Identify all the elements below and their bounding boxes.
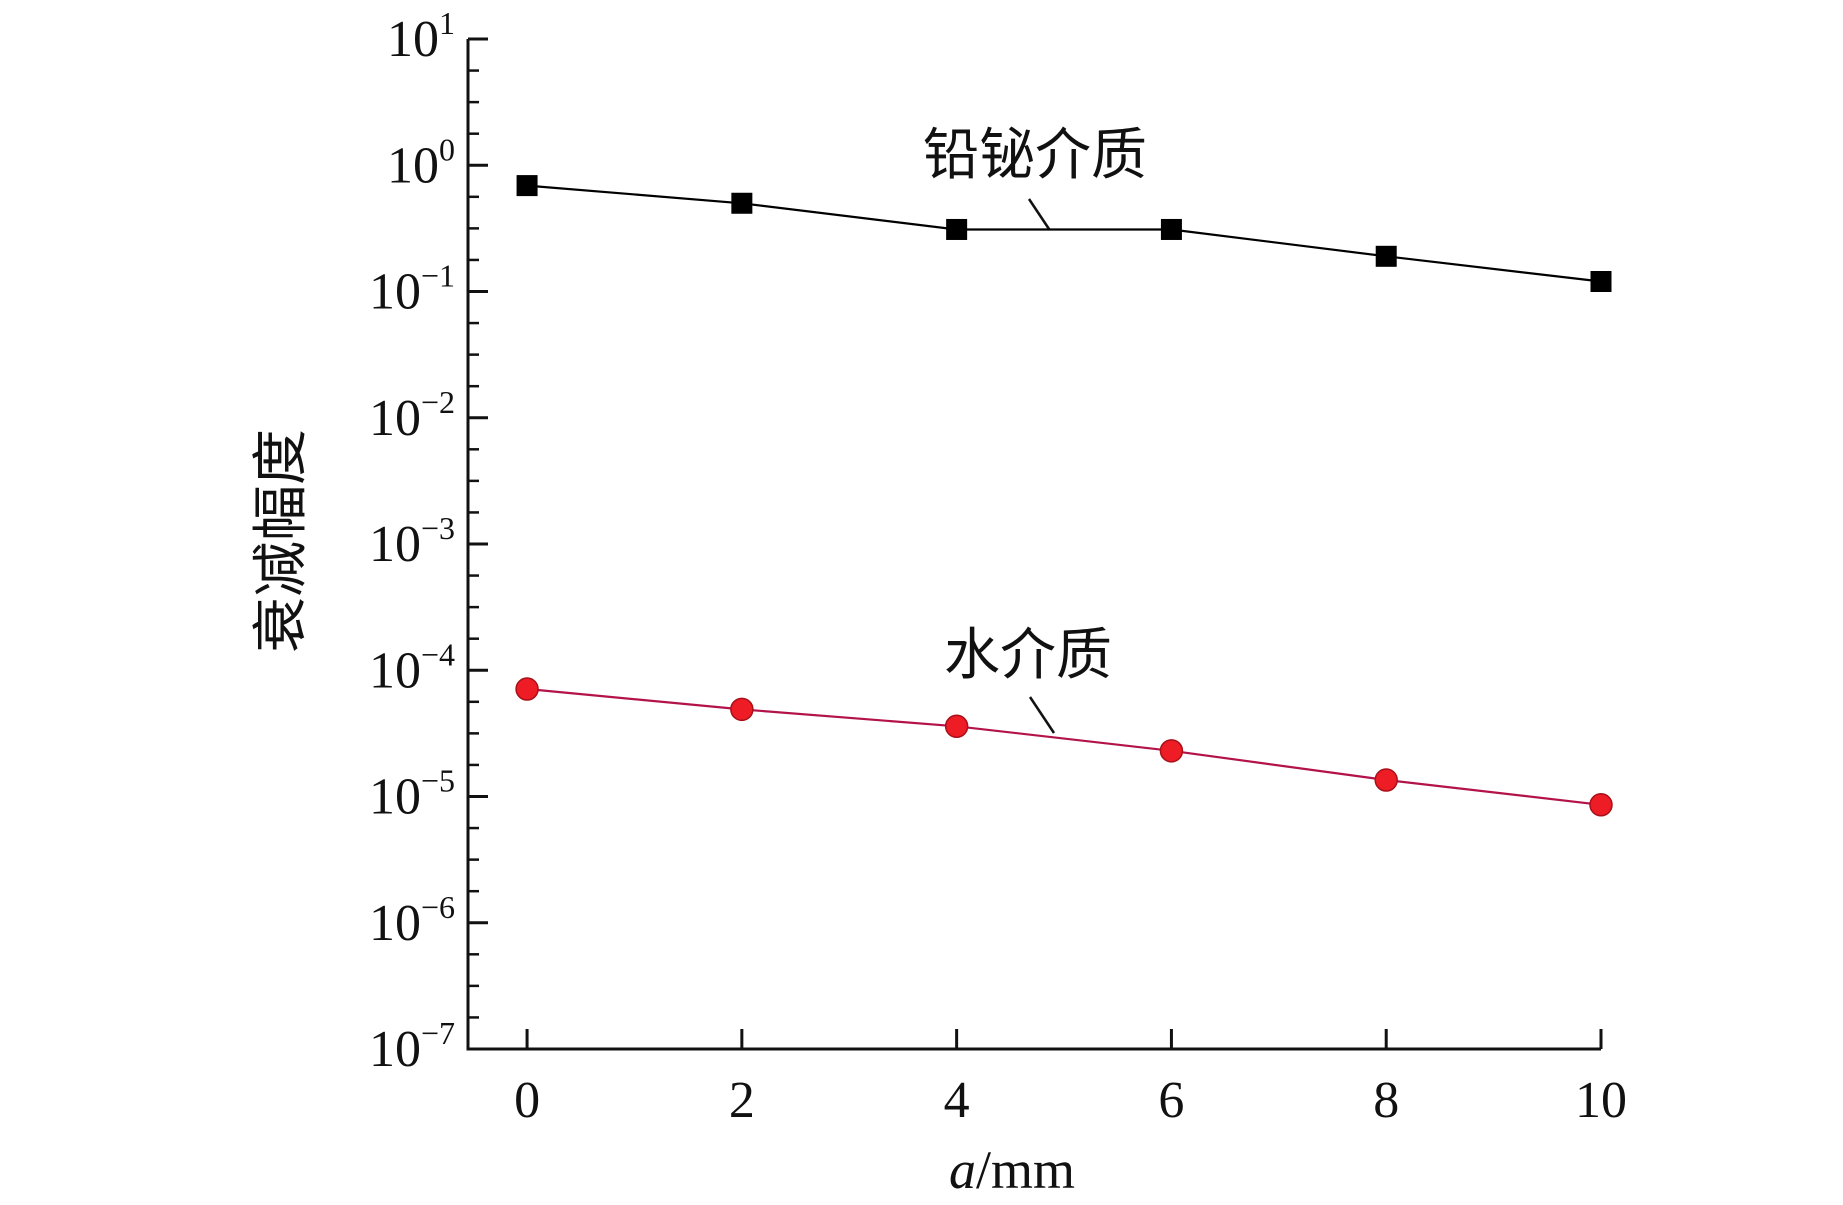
series-point-circle xyxy=(1374,768,1398,792)
y-tick-label-base: 10 xyxy=(369,390,421,447)
y-tick-label: 10−4 xyxy=(369,636,455,699)
x-tick-label: 2 xyxy=(729,1072,755,1129)
y-tick-label-exponent: −5 xyxy=(421,763,455,799)
annotation-water-leader xyxy=(1028,696,1056,734)
series-point-circle xyxy=(1159,739,1184,763)
series-point-square xyxy=(946,218,968,240)
series-point-square xyxy=(1375,245,1397,267)
y-tick-label-exponent: −7 xyxy=(421,1015,455,1051)
x-tick-label: 6 xyxy=(1158,1072,1184,1129)
annotation-water: 水介质 xyxy=(944,623,1112,688)
y-tick-label: 10−1 xyxy=(369,258,455,321)
y-tick-label-base: 10 xyxy=(387,137,439,194)
series-point-circle xyxy=(944,714,969,739)
y-tick-label-exponent: −1 xyxy=(421,258,455,294)
x-axis-unit: /mm xyxy=(976,1140,1075,1200)
y-tick-label-base: 10 xyxy=(387,11,439,68)
y-tick-label-exponent: 0 xyxy=(439,131,455,167)
y-tick-label: 10−2 xyxy=(369,384,455,447)
y-tick-label-exponent: −2 xyxy=(421,384,455,420)
y-tick-label: 10−3 xyxy=(369,510,455,573)
y-tick-label-exponent: −4 xyxy=(421,636,455,672)
x-tick-label: 8 xyxy=(1373,1072,1399,1129)
y-tick-label: 100 xyxy=(387,131,455,194)
y-tick-label-base: 10 xyxy=(369,264,421,321)
x-tick-label: 4 xyxy=(944,1072,970,1129)
y-tick-label: 10−5 xyxy=(369,763,455,826)
annotation-lead-bismuth: 铅铋介质 xyxy=(923,123,1147,188)
annotation-lead-bismuth-leader xyxy=(1027,198,1051,230)
series-line-0 xyxy=(527,184,1602,283)
series-line-1 xyxy=(526,687,1602,806)
y-tick-label: 10−6 xyxy=(369,889,455,952)
y-tick-label-base: 10 xyxy=(369,516,421,573)
y-tick-label-exponent: −3 xyxy=(421,510,455,546)
y-tick-label-base: 10 xyxy=(369,895,421,952)
series-point-circle xyxy=(730,697,754,722)
series-point-square xyxy=(731,192,753,214)
series-point-square xyxy=(1160,218,1182,240)
y-tick-label-base: 10 xyxy=(369,769,421,826)
x-tick-label: 0 xyxy=(514,1072,540,1129)
y-tick-label-exponent: −6 xyxy=(421,889,455,925)
series-point-circle xyxy=(1589,793,1613,817)
y-tick-label: 10−7 xyxy=(369,1015,455,1078)
series-point-circle xyxy=(515,677,539,701)
x-axis-title: a/mm xyxy=(949,1140,1075,1200)
y-tick-label: 101 xyxy=(387,5,455,68)
x-tick-label: 10 xyxy=(1575,1072,1627,1129)
series-point-square xyxy=(1590,271,1612,293)
x-axis-symbol: a xyxy=(949,1140,976,1200)
series-marks xyxy=(515,175,1613,817)
y-axis-title: 衰减幅度 xyxy=(249,429,314,653)
y-tick-label-base: 10 xyxy=(369,1021,421,1078)
y-tick-label-base: 10 xyxy=(369,642,421,699)
y-tick-label-exponent: 1 xyxy=(439,5,455,41)
series-point-square xyxy=(516,175,538,197)
